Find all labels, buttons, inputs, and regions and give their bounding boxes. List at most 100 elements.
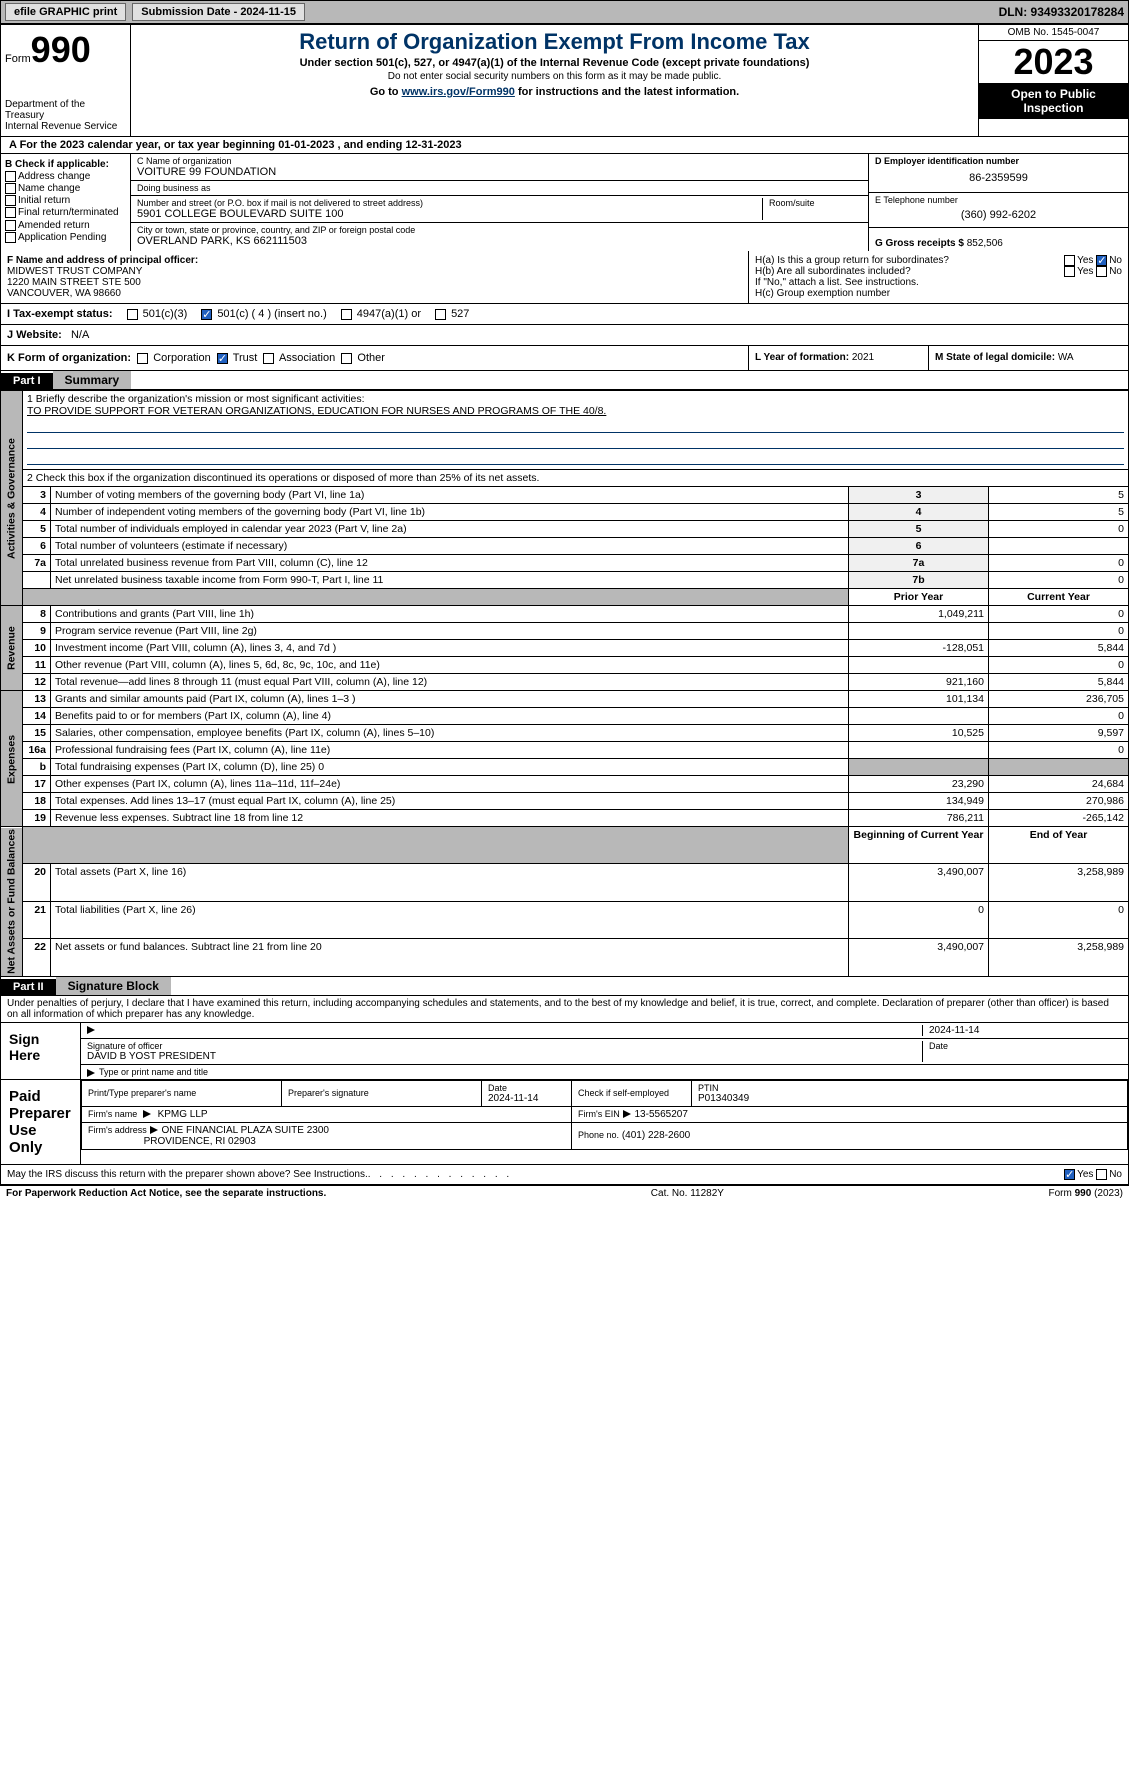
cb-application-pending[interactable]: Application Pending [5,232,126,243]
na-20-begin: 3,490,007 [849,864,989,901]
open-inspection: Open to Public Inspection [979,83,1128,119]
irs-link[interactable]: www.irs.gov/Form990 [402,86,515,98]
vtab-revenue: Revenue [1,606,23,691]
cb-initial-return[interactable]: Initial return [5,195,126,206]
exp-16a-prior [849,742,989,759]
form-subtitle: Under section 501(c), 527, or 4947(a)(1)… [135,57,974,69]
row-klm: K Form of organization: Corporation Trus… [0,346,1129,371]
hb-yes[interactable] [1064,266,1075,277]
discuss-no[interactable] [1096,1169,1107,1180]
omb-number: OMB No. 1545-0047 [979,25,1128,41]
rev-9-prior [849,623,989,640]
cat-no: Cat. No. 11282Y [326,1188,1048,1199]
exp-17-prior: 23,290 [849,776,989,793]
cb-name-change[interactable]: Name change [5,183,126,194]
cb-corporation[interactable] [137,353,148,364]
arrow-icon [143,1110,151,1118]
ein: 86-2359599 [875,166,1122,190]
arrow-icon [87,1069,95,1077]
gov-5-val: 0 [989,521,1129,538]
topbar: efile GRAPHIC print Submission Date - 20… [0,0,1129,24]
exp-19-curr: -265,142 [989,810,1129,827]
rev-11-prior [849,657,989,674]
rev-12-curr: 5,844 [989,674,1129,691]
cb-527[interactable] [435,309,446,320]
cb-amended-return[interactable]: Amended return [5,220,126,231]
row-a-tax-year: A For the 2023 calendar year, or tax yea… [0,137,1129,154]
telephone: (360) 992-6202 [875,205,1122,225]
na-22-end: 3,258,989 [989,939,1129,977]
year-formation: 2021 [852,352,874,363]
mission-text: TO PROVIDE SUPPORT FOR VETERAN ORGANIZAT… [27,405,1124,417]
rev-8-prior: 1,049,211 [849,606,989,623]
na-21-end: 0 [989,901,1129,938]
cb-trust[interactable] [217,353,228,364]
na-21-begin: 0 [849,901,989,938]
street-address: 5901 COLLEGE BOULEVARD SUITE 100 [137,208,762,220]
rev-9-curr: 0 [989,623,1129,640]
exp-14-curr: 0 [989,708,1129,725]
rev-10-prior: -128,051 [849,640,989,657]
cb-association[interactable] [263,353,274,364]
rev-8-curr: 0 [989,606,1129,623]
dln-label: DLN: 93493320178284 [999,5,1124,19]
box-h: H(a) Is this a group return for subordin… [748,251,1128,303]
form-ref: Form 990 (2023) [1049,1188,1124,1199]
row-fh: F Name and address of principal officer:… [0,251,1129,304]
exp-16b-curr [989,759,1129,776]
form-number: 990 [31,29,91,70]
cb-501c3[interactable] [127,309,138,320]
part1-header: Part ISummary [0,371,1129,390]
footer: For Paperwork Reduction Act Notice, see … [0,1185,1129,1201]
rev-11-curr: 0 [989,657,1129,674]
row-j-website: J Website: N/A [0,325,1129,346]
gov-7a-val: 0 [989,555,1129,572]
box-f-officer: F Name and address of principal officer:… [1,251,748,303]
gov-4-val: 5 [989,504,1129,521]
hb-no[interactable] [1096,266,1107,277]
discuss-yes[interactable] [1064,1169,1075,1180]
perjury-text: Under penalties of perjury, I declare th… [0,996,1129,1023]
cb-address-change[interactable]: Address change [5,171,126,182]
form-title: Return of Organization Exempt From Incom… [135,29,974,55]
box-c-org: C Name of organization VOITURE 99 FOUNDA… [131,154,868,251]
gov-3-val: 5 [989,487,1129,504]
cb-4947[interactable] [341,309,352,320]
vtab-expenses: Expenses [1,691,23,827]
firm-name: KPMG LLP [158,1109,208,1120]
vtab-governance: Activities & Governance [1,391,23,606]
discuss-row: May the IRS discuss this return with the… [0,1165,1129,1185]
ptin: P01340349 [698,1093,1121,1104]
section-bcdeg: B Check if applicable: Address change Na… [0,154,1129,251]
cb-501c[interactable] [201,309,212,320]
box-b-applicable: B Check if applicable: Address change Na… [1,154,131,251]
exp-18-prior: 134,949 [849,793,989,810]
arrow-icon [87,1026,95,1034]
exp-16a-curr: 0 [989,742,1129,759]
na-20-end: 3,258,989 [989,864,1129,901]
arrow-icon [623,1110,631,1118]
exp-13-curr: 236,705 [989,691,1129,708]
exp-17-curr: 24,684 [989,776,1129,793]
firm-ein: 13-5565207 [635,1109,688,1120]
ha-no[interactable] [1096,255,1107,266]
cb-final-return[interactable]: Final return/terminated [5,207,126,218]
efile-print-button[interactable]: efile GRAPHIC print [5,3,126,21]
row-i-tax-exempt: I Tax-exempt status: 501(c)(3) 501(c) ( … [0,304,1129,325]
officer-addr1: 1220 MAIN STREET STE 500 [7,277,742,288]
website-val: N/A [71,329,89,341]
exp-18-curr: 270,986 [989,793,1129,810]
mission-label: 1 Briefly describe the organization's mi… [27,393,1124,405]
cb-other[interactable] [341,353,352,364]
state-domicile: WA [1058,352,1074,363]
ssn-warning: Do not enter social security numbers on … [135,71,974,82]
gov-7b-val: 0 [989,572,1129,589]
firm-addr1: ONE FINANCIAL PLAZA SUITE 2300 [162,1125,329,1136]
submission-date-label: Submission Date - 2024-11-15 [132,3,305,21]
officer-signature: DAVID B YOST PRESIDENT [87,1051,922,1062]
part2-header: Part IISignature Block [0,977,1129,996]
ha-yes[interactable] [1064,255,1075,266]
arrow-icon [150,1126,158,1134]
box-deg: D Employer identification number 86-2359… [868,154,1128,251]
paid-preparer-block: Paid Preparer Use Only Print/Type prepar… [0,1080,1129,1165]
